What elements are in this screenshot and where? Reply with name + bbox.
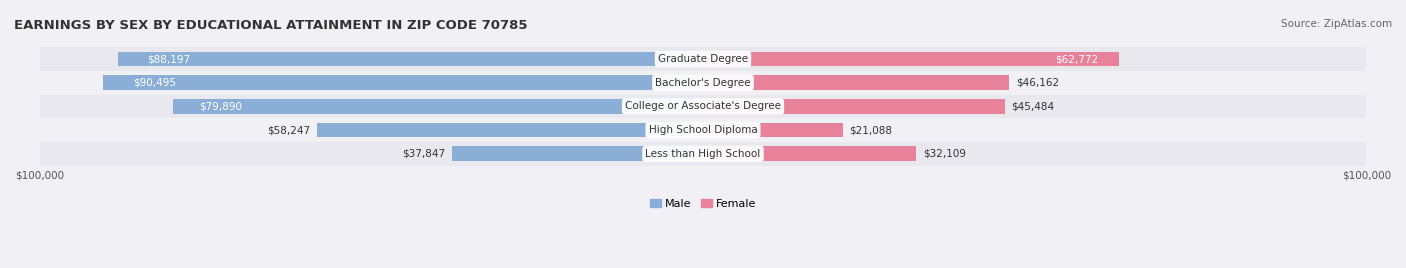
Bar — [173, 99, 703, 114]
Bar — [316, 123, 703, 137]
Bar — [39, 71, 1367, 95]
Legend: Male, Female: Male, Female — [645, 195, 761, 214]
Bar — [103, 75, 703, 90]
Text: $45,484: $45,484 — [1011, 101, 1054, 111]
Bar — [39, 95, 1367, 118]
Text: Source: ZipAtlas.com: Source: ZipAtlas.com — [1281, 19, 1392, 29]
Text: $88,197: $88,197 — [148, 54, 190, 64]
Text: $32,109: $32,109 — [922, 149, 966, 159]
Bar — [703, 99, 1005, 114]
Bar — [703, 52, 1119, 66]
Bar — [703, 147, 917, 161]
Text: College or Associate's Degree: College or Associate's Degree — [626, 101, 780, 111]
Text: $79,890: $79,890 — [200, 101, 242, 111]
Bar — [451, 147, 703, 161]
Bar — [703, 123, 844, 137]
Text: $21,088: $21,088 — [849, 125, 893, 135]
Bar — [39, 142, 1367, 166]
Text: Bachelor's Degree: Bachelor's Degree — [655, 78, 751, 88]
Text: Graduate Degree: Graduate Degree — [658, 54, 748, 64]
Text: $46,162: $46,162 — [1017, 78, 1059, 88]
Text: Less than High School: Less than High School — [645, 149, 761, 159]
Bar — [39, 47, 1367, 71]
Text: High School Diploma: High School Diploma — [648, 125, 758, 135]
Bar — [118, 52, 703, 66]
Text: $90,495: $90,495 — [132, 78, 176, 88]
Text: $62,772: $62,772 — [1056, 54, 1098, 64]
Text: $37,847: $37,847 — [402, 149, 446, 159]
Text: EARNINGS BY SEX BY EDUCATIONAL ATTAINMENT IN ZIP CODE 70785: EARNINGS BY SEX BY EDUCATIONAL ATTAINMEN… — [14, 19, 527, 32]
Bar — [39, 118, 1367, 142]
Text: $58,247: $58,247 — [267, 125, 309, 135]
Bar — [703, 75, 1010, 90]
